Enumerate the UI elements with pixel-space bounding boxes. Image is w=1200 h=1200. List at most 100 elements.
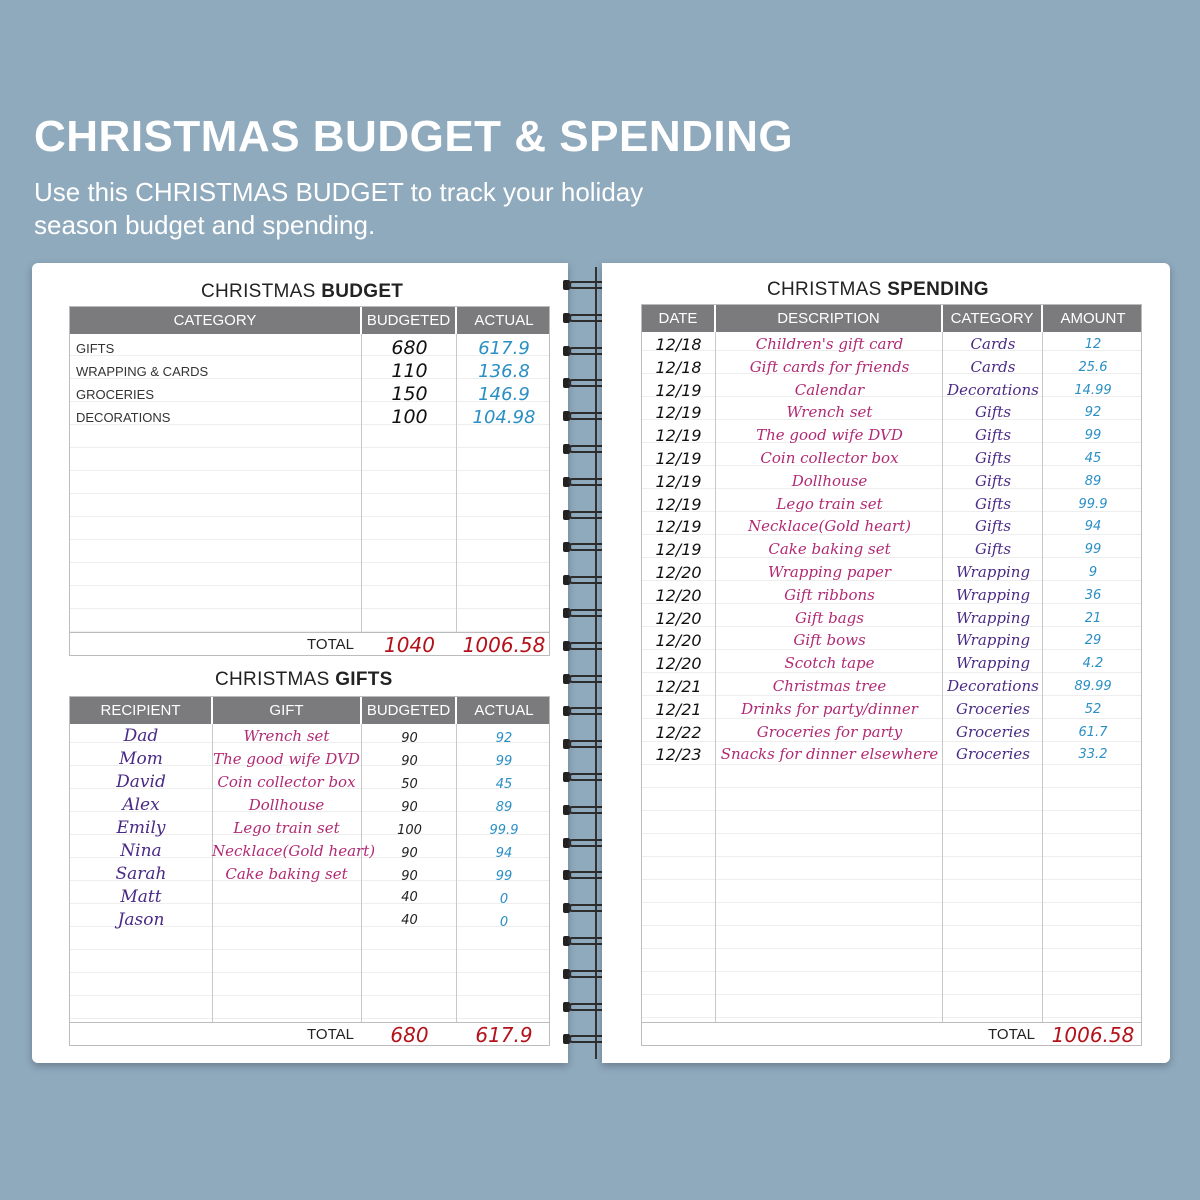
spending-category-cell: Gifts [974,494,1012,513]
spending-date-cell: 12/19 [655,426,702,446]
spending-description-cell: Drinks for party/dinner [741,699,918,718]
budget-category-cell: DECORATIONS [76,410,171,425]
spending-description-cell: Coin collector box [760,449,899,467]
spending-description-cell: Children's gift card [755,335,904,353]
gift-actual-cell: 99 [495,754,513,769]
gift-budgeted-cell: 40 [401,913,418,928]
spending-category-cell: Gifts [974,426,1012,445]
spending-category-cell: Gifts [974,517,1012,536]
gifts-title-bold: GIFTS [335,669,393,690]
gift-actual-cell: 99.9 [489,823,519,838]
spending-description-cell: Cake baking set [768,540,891,559]
gift-budgeted-cell: 90 [401,731,418,746]
spending-date-cell: 12/19 [655,449,702,468]
left-page: CHRISTMAS BUDGET CATEGORY BUDGETED ACTUA… [32,263,568,1063]
spending-date-cell: 12/20 [655,563,702,582]
budget-title-light: CHRISTMAS [201,281,322,302]
spending-date-cell: 12/19 [655,494,702,514]
spending-date-cell: 12/18 [655,335,702,354]
gift-actual-cell: 89 [495,800,513,815]
budget-category-cell: GIFTS [76,341,115,356]
budget-table-header: CATEGORY BUDGETED ACTUAL [70,307,549,334]
spending-amount-cell: 45 [1084,451,1102,466]
gift-actual-cell: 99 [495,869,513,884]
gift-recipient-cell: Emily [116,818,166,838]
gift-recipient-cell: Matt [120,887,162,907]
spending-amount-cell: 33.2 [1078,747,1108,763]
spending-header-date: DATE [642,305,716,332]
gift-budgeted-cell: 100 [397,823,422,838]
spending-total-row: TOTAL 1006.58 [642,1022,1141,1046]
spending-category-cell: Wrapping [955,585,1031,604]
spending-date-cell: 12/21 [655,677,702,696]
gift-recipient-cell: David [116,772,166,792]
spending-header-category: CATEGORY [943,305,1043,332]
spending-total-label: TOTAL [988,1026,1035,1043]
spending-date-cell: 12/20 [655,631,702,651]
spending-amount-cell: 4.2 [1082,656,1104,672]
spending-date-cell: 12/19 [655,380,702,400]
gift-recipient-cell: Alex [122,795,160,815]
budget-title-bold: BUDGET [321,281,404,302]
spending-date-cell: 12/20 [655,654,702,674]
gift-name-cell: Necklace(Gold heart) [212,842,376,860]
spending-amount-cell: 52 [1084,701,1102,717]
gift-recipient-cell: Nina [120,841,162,861]
gift-recipient-cell: Mom [119,749,163,769]
gift-name-cell: Wrench set [243,727,330,745]
spending-date-cell: 12/19 [655,471,702,491]
spending-category-cell: Gifts [974,471,1012,490]
budget-title: CHRISTMAS BUDGET [201,281,403,303]
spending-description-cell: Gift cards for friends [749,357,910,376]
gifts-header-recipient: RECIPIENT [70,697,213,724]
spending-header-description: DESCRIPTION [716,305,943,332]
gift-budgeted-cell: 90 [401,846,418,861]
gift-budgeted-cell: 90 [401,754,418,769]
spending-category-cell: Wrapping [955,654,1031,673]
spending-description-cell: Gift ribbons [784,585,875,604]
spending-amount-cell: 9 [1088,565,1098,580]
spending-description-cell: Groceries for party [756,722,903,741]
spending-category-cell: Wrapping [955,608,1031,627]
spending-description-cell: Snacks for dinner elsewhere [720,745,939,764]
gift-actual-cell: 92 [495,731,513,746]
budget-category-cell: WRAPPING & CARDS [76,364,209,379]
gift-name-cell: Coin collector box [217,773,356,791]
gift-budgeted-cell: 90 [401,800,418,815]
spending-description-cell: Christmas tree [772,677,887,695]
budget-category-cell: GROCERIES [76,387,155,402]
spending-date-cell: 12/22 [655,722,702,742]
spending-description-cell: Calendar [794,380,865,399]
budget-budgeted-cell: 680 [391,337,428,359]
gift-recipient-cell: Jason [117,910,165,930]
spending-total-amount: 1006.58 [1051,1023,1135,1046]
planner-book: CHRISTMAS BUDGET CATEGORY BUDGETED ACTUA… [32,263,1170,1063]
gifts-table-header: RECIPIENT GIFT BUDGETED ACTUAL [70,697,549,724]
spending-title-bold: SPENDING [887,279,989,300]
spending-category-cell: Cards [970,357,1016,376]
spending-amount-cell: 12 [1084,337,1102,352]
spending-table-header: DATE DESCRIPTION CATEGORY AMOUNT [642,305,1141,332]
spending-amount-cell: 29 [1084,633,1102,649]
gift-budgeted-cell: 40 [401,890,418,905]
budget-header-budgeted: BUDGETED [362,307,457,334]
hero-title: CHRISTMAS BUDGET & SPENDING [34,112,794,161]
spending-date-cell: 12/20 [655,608,702,628]
spending-category-cell: Wrapping [955,631,1031,650]
spending-description-cell: Wrapping paper [767,563,892,581]
gifts-total-row: TOTAL 680 617.9 [70,1022,549,1046]
gift-actual-cell: 0 [499,915,509,930]
spending-table: DATE DESCRIPTION CATEGORY AMOUNT 12/18 Ch… [641,304,1142,1046]
spending-title-light: CHRISTMAS [767,279,888,300]
spending-date-cell: 12/20 [655,585,702,605]
spending-amount-cell: 94 [1084,519,1102,535]
spending-amount-cell: 25.6 [1078,359,1108,375]
budget-total-row: TOTAL 1040 1006.58 [70,632,549,655]
spending-category-cell: Gifts [974,449,1012,467]
gift-actual-cell: 94 [495,846,513,861]
gifts-title-light: CHRISTMAS [215,669,336,690]
gifts-total-budgeted: 680 [390,1023,429,1046]
spending-category-cell: Decorations [947,380,1039,399]
spending-amount-cell: 99.9 [1078,496,1108,512]
spending-description-cell: Dollhouse [791,471,868,490]
